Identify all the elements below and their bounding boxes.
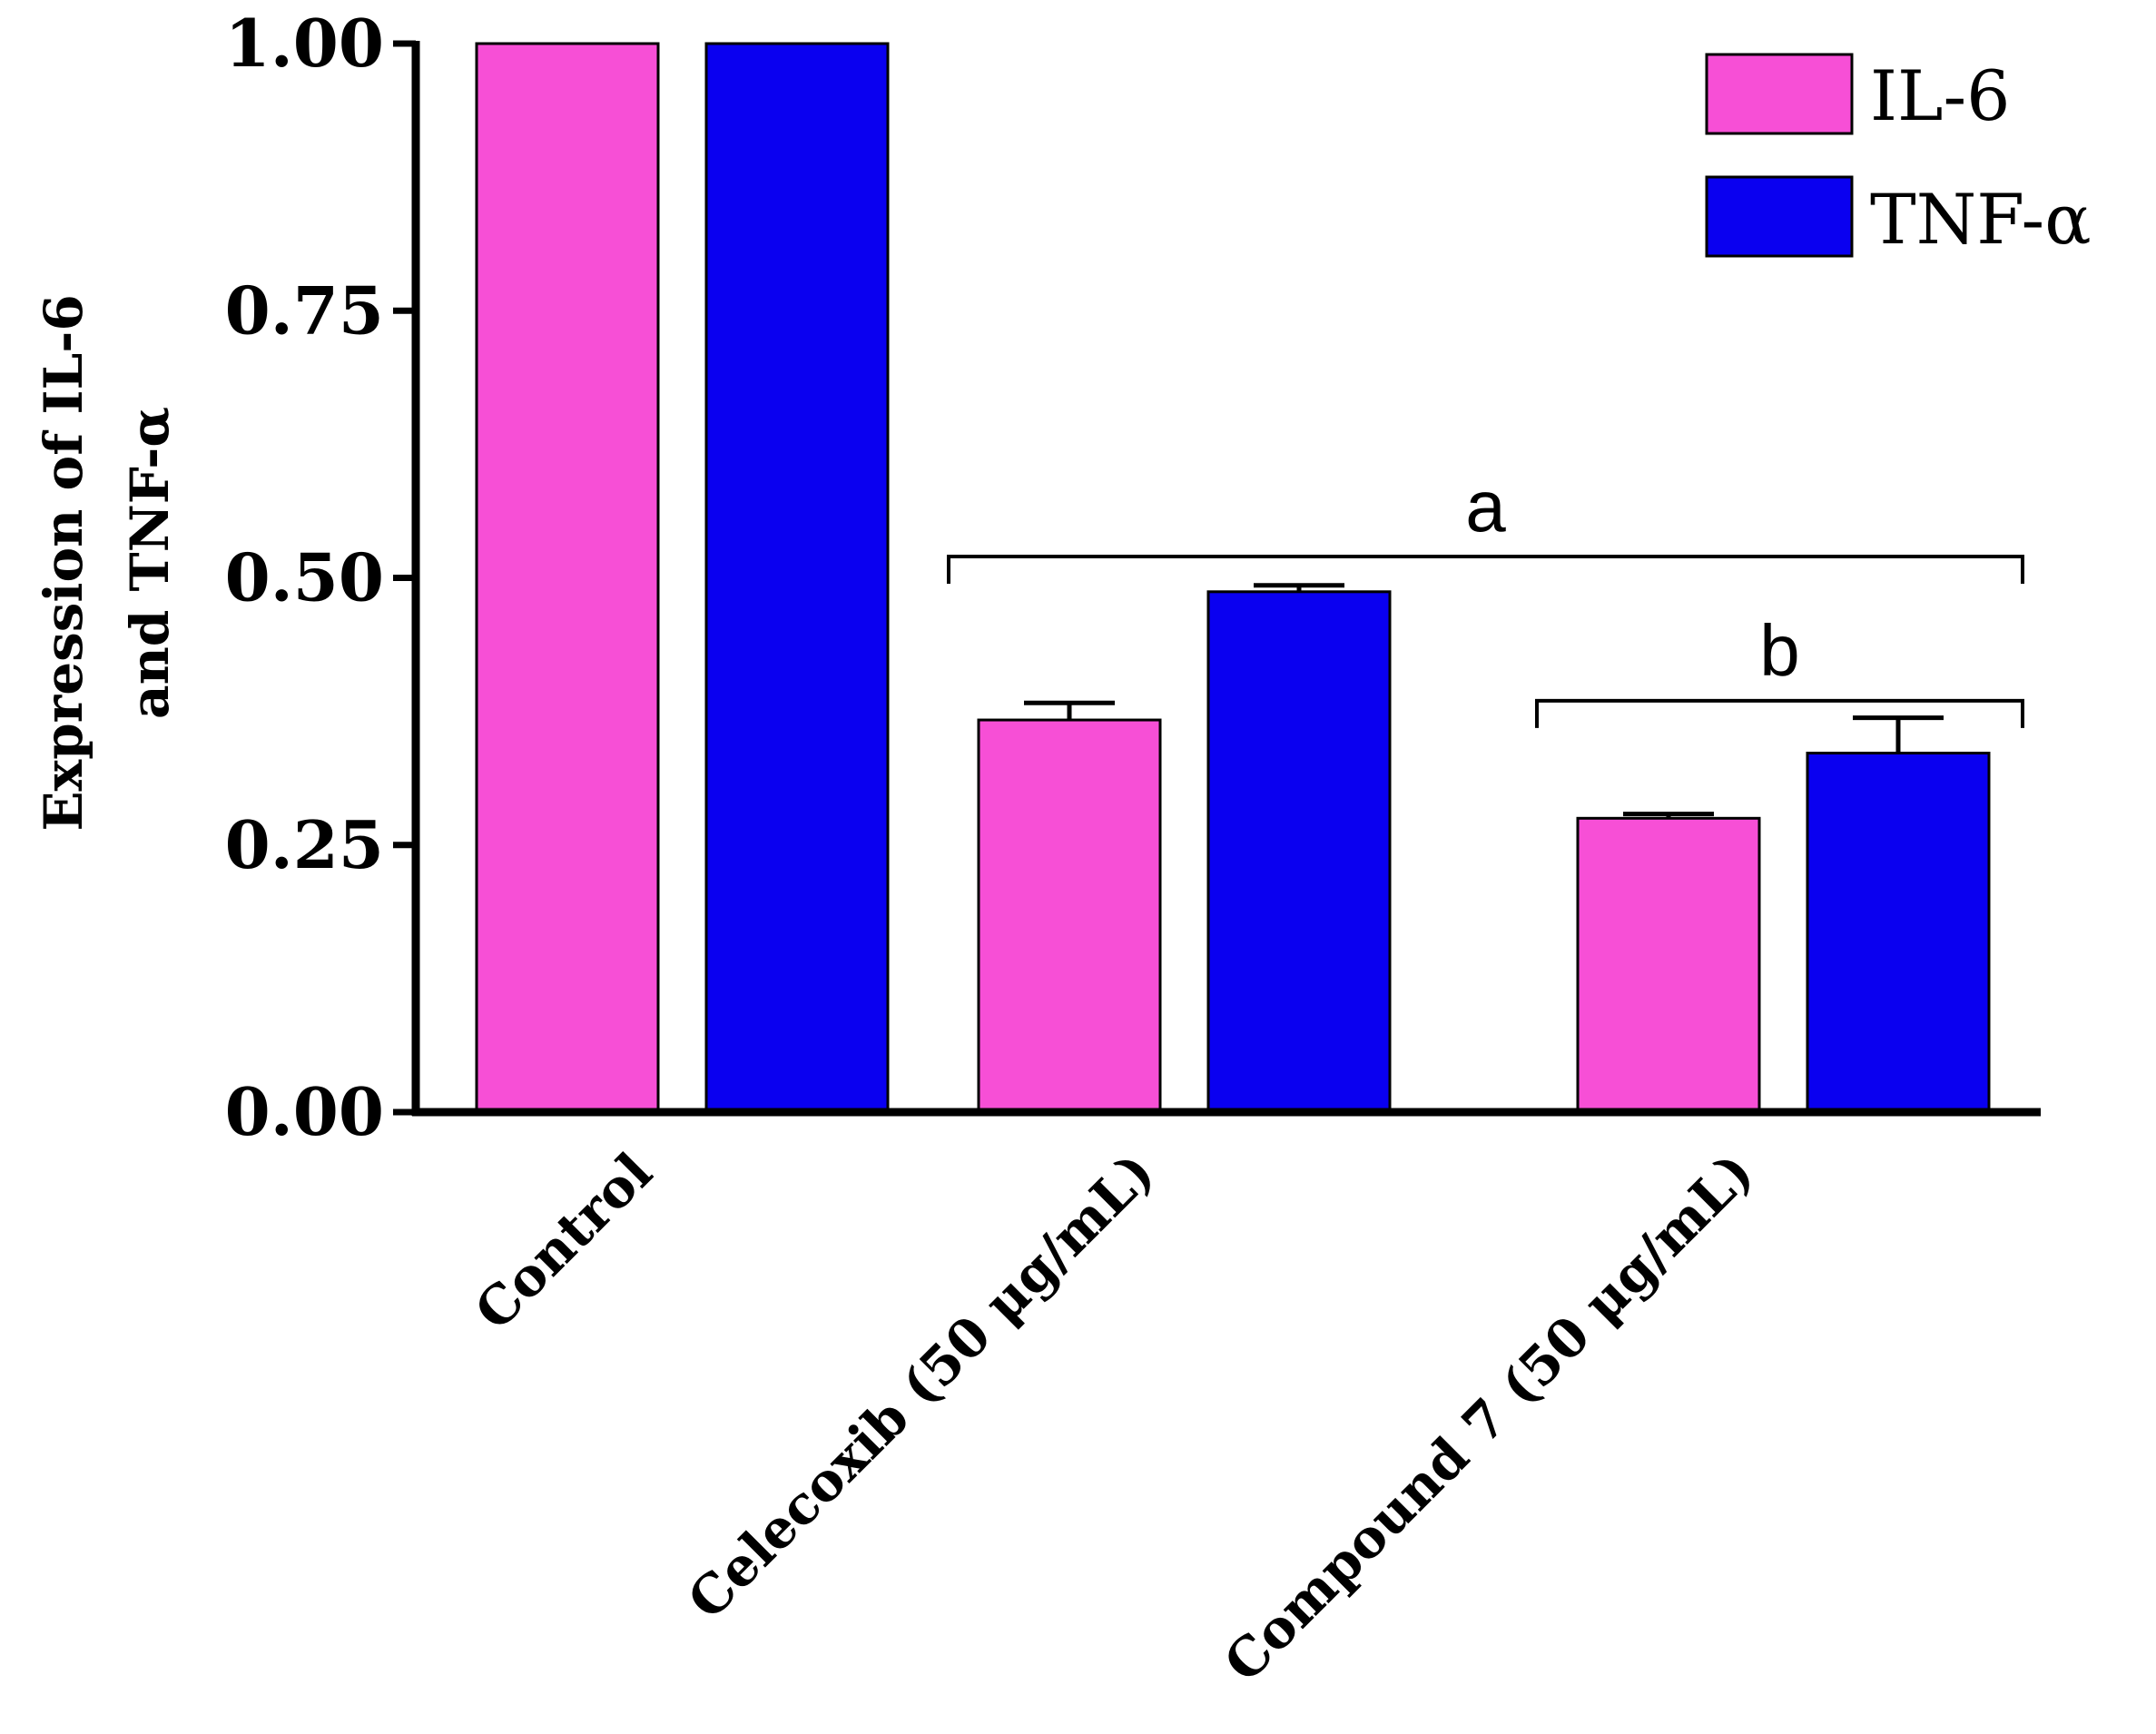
bar-tnf-1 (1206, 590, 1392, 1114)
bar-tnf-2 (1806, 752, 1991, 1114)
legend-swatch-tnf (1705, 175, 1854, 258)
y-tick-label-2: 0.50 (225, 539, 384, 616)
y-axis-title-line-2: and TNF-α (119, 407, 181, 719)
x-category-label-0: Control (463, 1141, 664, 1342)
legend-label-tnf: TNF-α (1870, 179, 2092, 260)
y-tick-label-4: 1.00 (225, 5, 384, 82)
plot-area: 0.00 0.25 0.50 0.75 1.00 Control Celecoxib (50… (225, 5, 2041, 1694)
significance-bracket-a (947, 554, 2024, 584)
y-tick-label-3: 0.75 (225, 271, 384, 349)
y-axis-title: Expression of IL-6 and TNF-α (33, 294, 181, 831)
y-tick-label-0: 0.00 (225, 1073, 384, 1150)
significance-letter-b: b (1759, 610, 1800, 691)
significance-bracket-b (1535, 698, 2024, 728)
x-category-label-1: Celecoxib (50 μg/mL) (676, 1141, 1167, 1631)
x-category-label-2: Compound 7 (50 μg/mL) (1212, 1141, 1765, 1694)
bar-il6-0 (475, 42, 660, 1114)
legend-swatch-il6 (1705, 53, 1854, 135)
legend-label-il6: IL-6 (1870, 55, 2011, 136)
y-axis-title-line-1: Expression of IL-6 (33, 294, 94, 831)
significance-letter-a: a (1465, 466, 1506, 547)
bar-il6-2 (1576, 816, 1761, 1114)
legend: IL-6 TNF-α (1705, 53, 2092, 260)
y-tick-label-1: 0.25 (225, 806, 384, 883)
bar-tnf-0 (704, 42, 890, 1114)
bar-il6-1 (977, 718, 1162, 1114)
